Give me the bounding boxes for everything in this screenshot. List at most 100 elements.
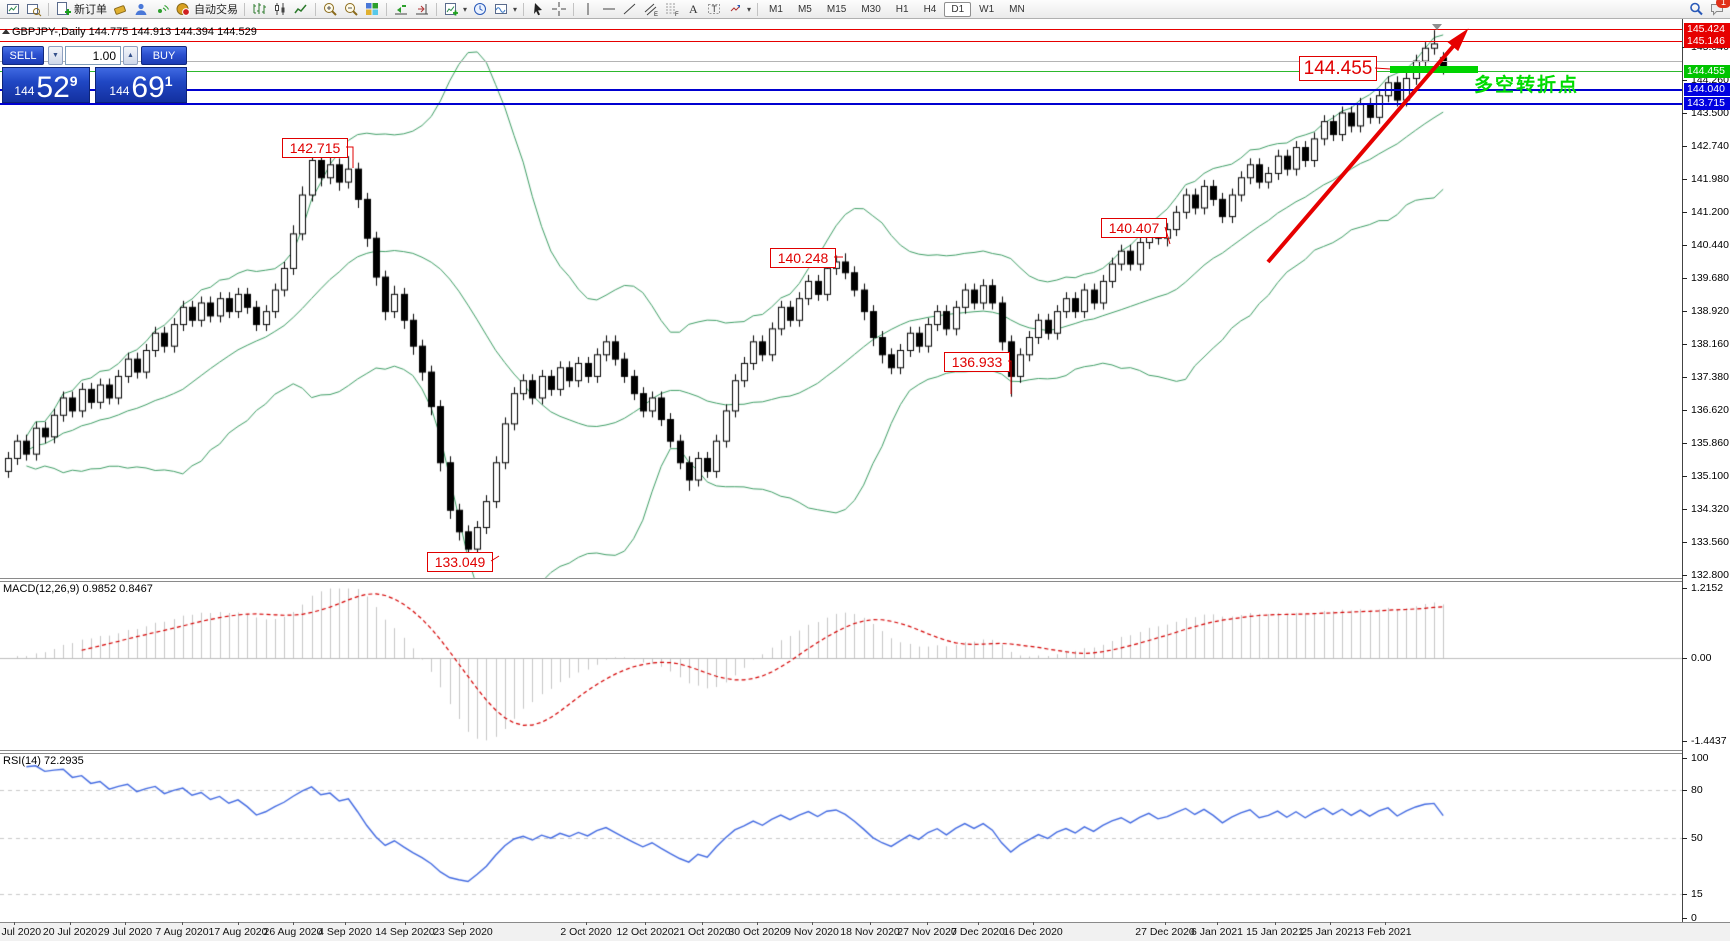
- price-callout-133049[interactable]: 133.049: [427, 552, 493, 572]
- horizontal-line-glyph: [601, 1, 617, 17]
- sell-price-main: 52: [36, 71, 70, 104]
- notifications-icon[interactable]: 1: [1707, 0, 1730, 18]
- macd-axis-label: 1.2152: [1691, 582, 1724, 595]
- chart-settings-glyph: [493, 1, 509, 17]
- timeframe-m1[interactable]: M1: [769, 3, 783, 15]
- collapse-arrow-icon[interactable]: [2, 29, 10, 34]
- axis-tick-label: 133.560: [1691, 536, 1729, 549]
- tile-windows-icon[interactable]: [362, 1, 382, 18]
- pane-separator[interactable]: [0, 750, 1730, 754]
- dropdown-caret-icon[interactable]: ▾: [513, 4, 518, 14]
- support-line-143715[interactable]: [0, 102, 1682, 105]
- chart-window-icon[interactable]: [3, 1, 23, 18]
- autotrading-button[interactable]: 自动交易: [173, 1, 240, 18]
- axis-tick: [1682, 80, 1687, 82]
- price-axis[interactable]: [1683, 19, 1730, 922]
- search-icon[interactable]: [1686, 1, 1706, 18]
- vertical-line-tool-icon[interactable]: [578, 1, 598, 18]
- timeframe-d1[interactable]: D1: [944, 1, 972, 17]
- timeframe-w1[interactable]: W1: [979, 3, 995, 15]
- zoom-out-icon[interactable]: [341, 1, 361, 18]
- ask-line[interactable]: [0, 61, 1682, 63]
- trendline-tool-icon[interactable]: [620, 1, 640, 18]
- time-axis[interactable]: [0, 922, 1730, 941]
- fibonacci-tool-icon[interactable]: F: [662, 1, 682, 18]
- chart-settings-button[interactable]: ▾: [491, 1, 519, 18]
- cursor-tool-icon[interactable]: [528, 1, 548, 18]
- arrows-glyph: [727, 1, 743, 17]
- horizontal-line-tool-icon[interactable]: [599, 1, 619, 18]
- volume-down-button[interactable]: ▼: [48, 46, 63, 65]
- signals-icon[interactable]: [152, 1, 172, 18]
- resistance-line-145146[interactable]: [0, 41, 1682, 43]
- avatar-glyph: [133, 1, 149, 17]
- crosshair-tool-icon[interactable]: [549, 1, 569, 18]
- timeframe-m30[interactable]: M30: [861, 3, 881, 15]
- price-callout-144455[interactable]: 144.455: [1299, 56, 1377, 81]
- arrows-tool-icon[interactable]: ▾: [725, 1, 753, 18]
- axis-tick-label: 136.620: [1691, 404, 1729, 417]
- buy-price-pip: 1: [164, 73, 173, 89]
- dropdown-caret-icon[interactable]: ▾: [747, 4, 752, 14]
- timeframe-m5[interactable]: M5: [797, 3, 812, 15]
- auto-scroll-glyph: [393, 1, 409, 17]
- new-order-button[interactable]: 新订单: [53, 1, 109, 18]
- community-icon[interactable]: [131, 1, 151, 18]
- axis-tick: [1682, 310, 1687, 312]
- label-tool-icon[interactable]: T: [704, 1, 724, 18]
- price-callout-142715[interactable]: 142.715: [282, 138, 348, 158]
- bar-chart-mode-icon[interactable]: [249, 1, 269, 18]
- date-label: 21 Oct 2020: [673, 926, 731, 938]
- chart-shift-icon[interactable]: [412, 1, 432, 18]
- timeframe-m15[interactable]: M15: [826, 3, 847, 15]
- axis-tick: [1682, 277, 1687, 279]
- axis-tick: [1682, 178, 1687, 180]
- axis-tick-label: 132.800: [1691, 569, 1729, 582]
- auto-scroll-icon[interactable]: [391, 1, 411, 18]
- sell-button[interactable]: SELL: [2, 46, 44, 65]
- chart-preview-icon[interactable]: [24, 1, 44, 18]
- axis-tick-label: 137.380: [1691, 371, 1729, 384]
- zoom-in-icon[interactable]: [320, 1, 340, 18]
- price-callout-140248[interactable]: 140.248: [770, 248, 836, 268]
- new-order-glyph: [55, 1, 71, 17]
- date-tick: [14, 922, 15, 925]
- axis-tick: [1682, 894, 1687, 895]
- date-label: 4 Sep 2020: [318, 926, 372, 938]
- date-label: 14 Sep 2020: [375, 926, 435, 938]
- axis-tick-label: 140.440: [1691, 239, 1729, 252]
- buy-button[interactable]: BUY: [141, 46, 187, 65]
- axis-tick-label: 142.740: [1691, 139, 1729, 152]
- date-label: 15 Jan 2021: [1246, 926, 1304, 938]
- date-label: 27 Dec 2020: [1135, 926, 1195, 938]
- toolbar-separator: [315, 2, 316, 16]
- period-clock-icon[interactable]: [470, 1, 490, 18]
- price-callout-140407[interactable]: 140.407: [1101, 218, 1167, 238]
- dropdown-caret-icon[interactable]: ▾: [463, 4, 468, 14]
- support-line-144040[interactable]: [0, 88, 1682, 91]
- timeframe-mn[interactable]: MN: [1009, 3, 1025, 15]
- vertical-line-glyph: [580, 1, 596, 17]
- equidistant-channel-tool-icon[interactable]: E: [641, 1, 661, 18]
- buy-price-button[interactable]: 144 69 1: [95, 67, 187, 103]
- volume-up-button[interactable]: ▲: [123, 46, 138, 65]
- date-label: 7 Aug 2020: [155, 926, 209, 938]
- candlestick-mode-icon[interactable]: [270, 1, 290, 18]
- turning-level-line-144455[interactable]: [0, 71, 1682, 73]
- text-tool-icon[interactable]: A: [683, 1, 703, 18]
- line-chart-mode-icon[interactable]: [291, 1, 311, 18]
- eraser-icon[interactable]: [110, 1, 130, 18]
- timeframe-h1[interactable]: H1: [895, 3, 909, 15]
- svg-text:T: T: [712, 4, 718, 14]
- price-callout-136933[interactable]: 136.933: [944, 352, 1010, 372]
- timeframe-h4[interactable]: H4: [923, 3, 937, 15]
- pane-separator[interactable]: [0, 578, 1730, 582]
- toolbar-separator: [523, 2, 525, 16]
- resistance-line-145424[interactable]: [0, 29, 1682, 31]
- sell-price-button[interactable]: 144 52 9: [2, 67, 90, 103]
- rsi-axis-label: 80: [1691, 784, 1703, 796]
- new-chart-button[interactable]: ▾: [441, 1, 469, 18]
- volume-input[interactable]: [65, 46, 121, 65]
